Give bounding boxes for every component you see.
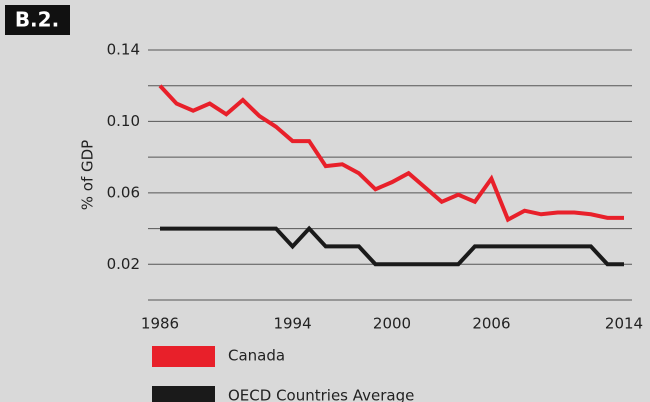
legend-label: Canada <box>228 347 285 365</box>
legend-label: OECD Countries Average <box>228 387 414 402</box>
legend-swatch <box>152 386 215 402</box>
x-tick-label: 1994 <box>273 315 311 333</box>
y-tick-label: 0.06 <box>107 183 140 201</box>
y-tick-label: 0.14 <box>107 41 140 59</box>
chart-label: B.2. <box>15 8 59 32</box>
x-tick-label: 1986 <box>141 315 179 333</box>
y-tick-label: 0.02 <box>107 255 140 273</box>
x-tick-label: 2000 <box>373 315 411 333</box>
x-tick-label: 2006 <box>472 315 510 333</box>
line <box>158 84 624 223</box>
y-tick-label: 0.10 <box>107 112 140 130</box>
y-axis-label: % of GDP <box>79 140 97 210</box>
label-box <box>5 5 70 35</box>
x-tick-label: 2014 <box>605 315 643 333</box>
line <box>160 225 624 267</box>
legend-swatch <box>152 346 215 367</box>
